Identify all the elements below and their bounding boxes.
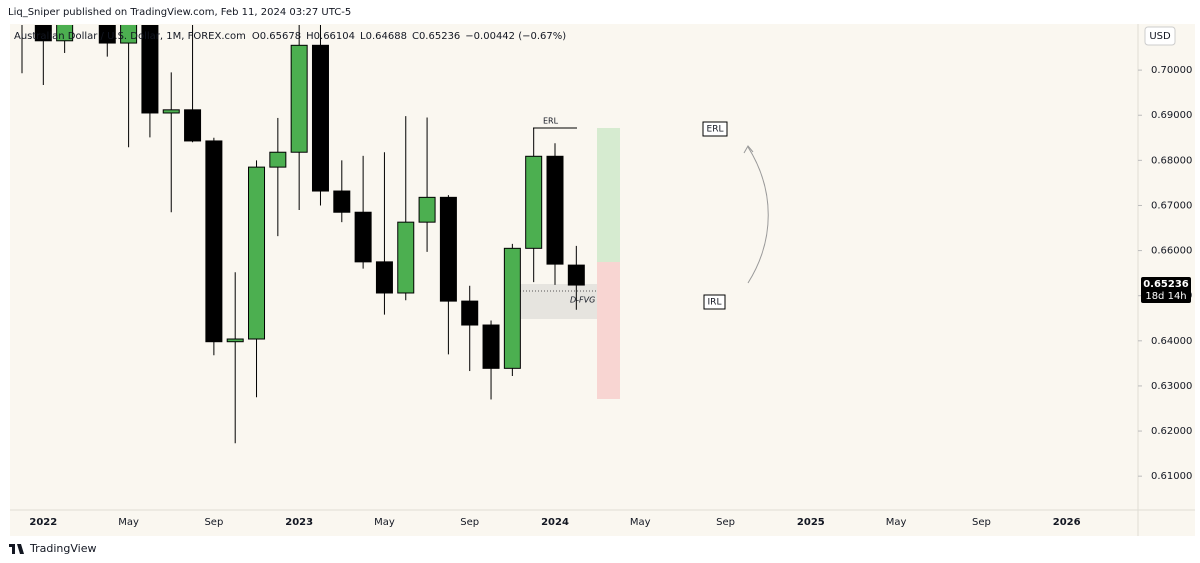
candle-body xyxy=(311,44,329,192)
arrow xyxy=(747,146,769,284)
irl-box-label: IRL xyxy=(708,298,722,308)
candle-body xyxy=(205,140,223,343)
candle-body xyxy=(567,264,585,286)
currency-button[interactable] xyxy=(1144,26,1176,46)
candle-body xyxy=(269,151,287,168)
y-tick-label: 0.68000 xyxy=(1151,155,1192,166)
candle-body xyxy=(503,247,521,369)
x-tick-label: 2025 xyxy=(797,517,825,528)
countdown: 18d 14h xyxy=(1145,291,1186,302)
candle-body xyxy=(248,166,266,340)
y-tick-label: 0.63000 xyxy=(1151,381,1192,392)
candle-body xyxy=(34,25,52,42)
x-tick-label: 2022 xyxy=(29,517,57,528)
y-tick-label: 0.66000 xyxy=(1151,246,1192,257)
candle-body xyxy=(354,211,372,263)
candle-body xyxy=(120,25,138,44)
plot xyxy=(21,25,769,444)
ohlc-value: 0.64688 xyxy=(366,31,407,42)
discount-zone xyxy=(597,262,620,399)
ohlc-label: L xyxy=(360,31,366,42)
price-label: 0.65236 xyxy=(1143,279,1189,290)
x-tick-label: 2024 xyxy=(541,517,569,528)
ohlc-value: 0.65236 xyxy=(419,31,460,42)
candle-body xyxy=(439,196,457,302)
ohlc-value: 0.66104 xyxy=(314,31,355,42)
publisher: Liq_Sniper published on TradingView.com,… xyxy=(8,7,351,18)
fvg-box xyxy=(520,284,597,319)
candle-body xyxy=(98,25,116,44)
x-tick-label: Sep xyxy=(716,517,735,528)
candle-body xyxy=(290,44,308,153)
x-tick-label: 2026 xyxy=(1053,517,1081,528)
erl-label: ERL xyxy=(543,117,559,126)
brand: TradingView xyxy=(29,542,96,555)
y-tick-label: 0.64000 xyxy=(1151,336,1192,347)
arrow-head xyxy=(743,145,754,154)
x-tick-label: Sep xyxy=(972,517,991,528)
x-tick-label: Sep xyxy=(204,517,223,528)
ohlc-label: H xyxy=(306,31,314,42)
premium-zone xyxy=(597,128,620,262)
x-tick-label: May xyxy=(886,517,907,528)
currency: USD xyxy=(1149,31,1171,42)
irl-box xyxy=(703,294,726,310)
candle-body xyxy=(525,155,543,249)
y-tick-label: 0.70000 xyxy=(1151,65,1192,76)
erl-box xyxy=(702,121,728,137)
x-tick-label: 2023 xyxy=(285,517,313,528)
brand-logo xyxy=(9,544,24,554)
change: −0.00442 (−0.67%) xyxy=(465,31,566,42)
candle-body xyxy=(226,338,244,343)
y-tick-label: 0.69000 xyxy=(1151,110,1192,121)
candle-body xyxy=(397,221,415,294)
candle-body xyxy=(546,155,564,265)
fvg-label: D-FVG xyxy=(570,296,595,305)
candle-body xyxy=(184,109,202,142)
symbol: Australian Dollar / U.S. Dollar, 1M, FOR… xyxy=(14,31,246,42)
x-tick-label: May xyxy=(118,517,139,528)
candle-body xyxy=(141,25,159,114)
y-tick-label: 0.62000 xyxy=(1151,426,1192,437)
erl-box-label: ERL xyxy=(707,125,724,135)
y-tick-label: 0.67000 xyxy=(1151,200,1192,211)
candle-body xyxy=(56,25,74,42)
ohlc-label: O xyxy=(252,31,260,42)
x-tick-label: Sep xyxy=(460,517,479,528)
ohlc-label: C xyxy=(412,31,419,42)
candle-body xyxy=(375,261,393,294)
x-tick-label: May xyxy=(374,517,395,528)
y-tick-label: 0.61000 xyxy=(1151,471,1192,482)
price-badge xyxy=(1141,277,1191,304)
candle-body xyxy=(162,109,180,114)
ohlc-value: 0.65678 xyxy=(260,31,301,42)
candle-body xyxy=(482,324,500,369)
candle-body xyxy=(418,196,436,223)
candle-body xyxy=(333,190,351,213)
x-tick-label: May xyxy=(630,517,651,528)
candle-body xyxy=(461,300,479,326)
